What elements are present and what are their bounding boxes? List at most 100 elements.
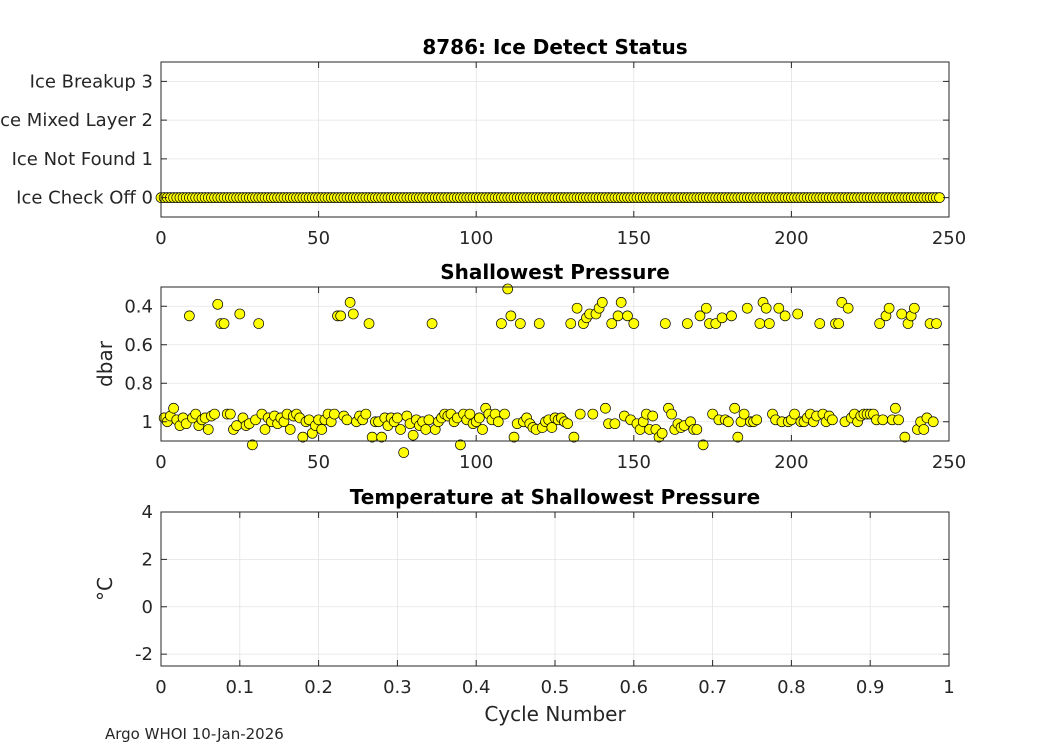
data-point xyxy=(363,318,375,329)
x-tick-label: 150 xyxy=(617,452,651,473)
data-point xyxy=(502,283,514,295)
data-point xyxy=(426,318,438,329)
data-point xyxy=(899,431,911,443)
data-point xyxy=(716,312,728,324)
data-point xyxy=(700,302,712,314)
y-tick-label: -2 xyxy=(135,644,153,665)
data-point xyxy=(574,408,586,420)
data-point xyxy=(732,431,744,443)
chart-panel-3: 0 0.1 0.2 0.3 0.4 0.5 0.6 0.7 0.8 0.9 1-2024Temper… xyxy=(93,485,955,726)
data-point xyxy=(931,318,942,329)
plot-area xyxy=(161,62,949,217)
y-axis-label: °C xyxy=(93,577,117,601)
data-point xyxy=(329,408,340,420)
x-tick-label: 50 xyxy=(307,228,330,249)
data-point xyxy=(202,424,214,435)
y-tick-label: 0 xyxy=(142,597,153,618)
x-tick-label: 250 xyxy=(932,228,966,249)
data-point xyxy=(565,318,577,329)
x-tick-label: 0.7 xyxy=(698,677,727,698)
x-tick-label: 0 xyxy=(155,452,166,473)
data-point xyxy=(647,410,659,422)
data-point xyxy=(423,414,435,426)
data-point xyxy=(341,414,353,426)
x-tick-label: 0.2 xyxy=(304,677,333,698)
data-point xyxy=(234,308,246,320)
data-point xyxy=(184,310,195,322)
y-tick-label: Ice Not Found 1 xyxy=(12,149,153,170)
data-point xyxy=(297,431,309,443)
data-point xyxy=(344,297,356,308)
x-tick-label: 100 xyxy=(459,452,493,473)
data-point xyxy=(499,408,510,420)
data-point xyxy=(877,414,889,426)
data-point xyxy=(622,310,633,322)
data-point xyxy=(533,318,545,329)
chart-title: Shallowest Pressure xyxy=(440,260,670,284)
data-point xyxy=(492,416,504,428)
data-point xyxy=(376,431,387,443)
data-point xyxy=(247,439,258,451)
data-point xyxy=(738,408,750,420)
data-point xyxy=(694,310,706,322)
data-point xyxy=(464,408,476,420)
data-point xyxy=(918,424,930,435)
data-point xyxy=(612,310,624,322)
data-point xyxy=(514,318,526,329)
x-tick-label: 0.1 xyxy=(225,677,254,698)
x-tick-label: 0.4 xyxy=(462,677,491,698)
data-point xyxy=(874,318,886,329)
x-axis-label: Cycle Number xyxy=(484,702,626,726)
data-point xyxy=(792,308,804,320)
x-tick-label: 0.6 xyxy=(619,677,648,698)
x-tick-label: 0 xyxy=(155,228,166,249)
y-tick-label: Ice Breakup 3 xyxy=(30,71,153,92)
x-tick-label: 100 xyxy=(459,228,493,249)
y-tick-label: Ice Mixed Layer 2 xyxy=(0,110,153,131)
data-point xyxy=(773,302,785,314)
data-point xyxy=(908,302,920,314)
data-point xyxy=(754,318,766,329)
x-tick-label: 200 xyxy=(774,228,808,249)
data-point xyxy=(571,302,583,314)
data-point xyxy=(723,416,734,428)
x-tick-label: 200 xyxy=(774,452,808,473)
data-point xyxy=(474,412,485,424)
data-point xyxy=(927,416,939,428)
data-point xyxy=(827,414,838,426)
data-point xyxy=(392,412,403,424)
footer-credit: Argo WHOI 10-Jan-2026 xyxy=(105,725,284,743)
x-tick-label: 0 xyxy=(155,677,166,698)
data-point xyxy=(628,318,640,329)
axes-frame xyxy=(160,61,950,218)
data-point xyxy=(360,408,372,420)
data-point xyxy=(496,318,507,329)
data-point xyxy=(224,408,236,420)
chart-panel-1: 0 50 100 150 200 250 Ice Check Off 0 Ice Not Fo… xyxy=(0,35,966,249)
data-point xyxy=(398,447,410,458)
data-point xyxy=(789,408,800,420)
data-point xyxy=(659,318,671,329)
y-tick-label: 4 xyxy=(142,502,153,523)
data-point xyxy=(568,431,580,443)
y-tick-label: 0.6 xyxy=(124,335,153,356)
data-point xyxy=(284,424,296,435)
data-point xyxy=(596,297,608,308)
x-tick-label: 250 xyxy=(932,452,966,473)
data-point xyxy=(168,402,179,414)
data-point xyxy=(562,418,573,430)
data-point xyxy=(615,297,627,308)
x-tick-label: 50 xyxy=(307,452,330,473)
x-tick-label: 1 xyxy=(943,677,954,698)
chart-panel-2: 0 50 100 150 200 250 0.4 0.6 0.8 1 Shallowest Pres… xyxy=(93,260,966,473)
data-point xyxy=(212,298,224,310)
data-point xyxy=(335,310,347,322)
data-point xyxy=(253,318,265,329)
data-point xyxy=(666,408,677,420)
data-point xyxy=(741,302,753,314)
x-tick-label: 150 xyxy=(617,228,651,249)
data-point xyxy=(587,408,599,420)
data-point xyxy=(508,431,520,443)
data-point xyxy=(395,424,406,435)
data-point xyxy=(814,318,826,329)
